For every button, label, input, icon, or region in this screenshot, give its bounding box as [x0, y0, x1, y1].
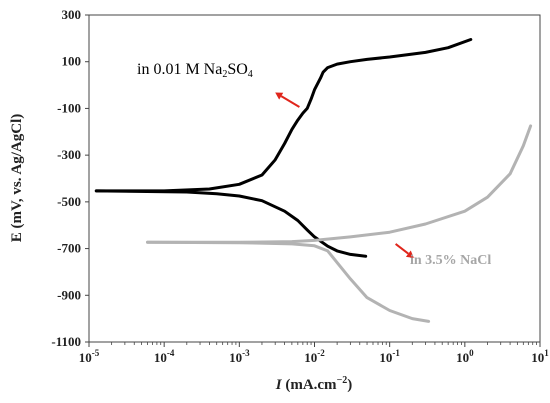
y-tick-label: 100: [62, 54, 82, 69]
y-tick-label: -100: [57, 100, 81, 115]
y-axis-ticks: 300 100 -100 -300 -500 -700 -900 -1100: [51, 7, 89, 349]
x-tick-label: 10-2: [304, 348, 325, 365]
plot-frame: [88, 14, 541, 343]
series-1-cathodic-curve: [146, 240, 431, 323]
series-label-nacl: in 3.5% NaCl: [410, 253, 491, 268]
x-axis-ticks: 10-5 10-4 10-3 10-2 10-1 100 101: [79, 342, 549, 365]
x-tick-label: 10-1: [379, 348, 400, 365]
annotation-arrow-shaft: [395, 243, 409, 255]
x-tick-label: 10-3: [229, 348, 250, 365]
series-1-anodic-curve: [146, 124, 533, 244]
y-tick-label: -700: [57, 241, 81, 256]
x-tick-label: 10-5: [79, 348, 100, 365]
y-tick-label: -500: [57, 194, 81, 209]
annotation-arrow-shaft: [280, 95, 300, 108]
series-0-cathodic-curve: [94, 189, 368, 258]
y-tick-label: -300: [57, 147, 81, 162]
series-label-na2so4: in 0.01 M Na2SO4: [137, 61, 253, 80]
annotation-arrows: [275, 92, 414, 258]
x-axis-label: I (mA.cm−2): [275, 375, 353, 393]
plot-area: [88, 14, 541, 343]
y-tick-label: 300: [62, 7, 82, 22]
series-0-anodic-curve: [94, 38, 473, 193]
x-tick-label: 101: [531, 348, 549, 365]
y-tick-label: -1100: [51, 334, 81, 349]
curves: [94, 38, 533, 323]
y-tick-label: -900: [57, 287, 81, 302]
annotation-arrow-head: [405, 250, 414, 258]
annotation-arrow-head: [275, 92, 284, 100]
x-tick-label: 10-4: [154, 348, 175, 365]
y-axis-label: E (mV, vs. Ag/AgCl): [9, 114, 25, 242]
x-tick-label: 100: [456, 348, 474, 365]
